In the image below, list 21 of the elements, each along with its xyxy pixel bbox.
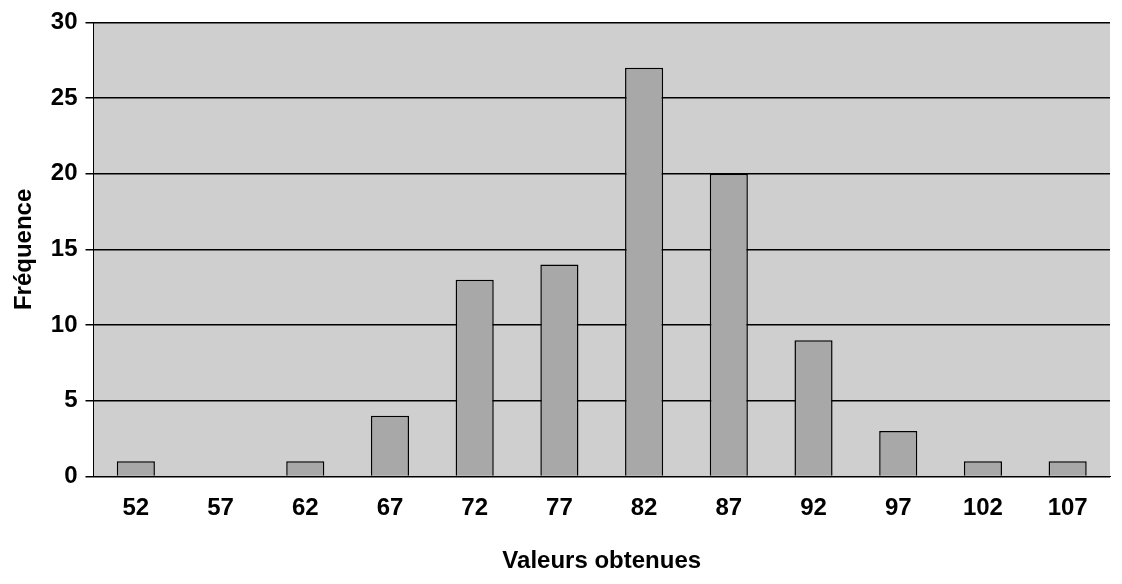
x-tick-label: 102 xyxy=(962,493,1003,521)
x-tick-label: 107 xyxy=(1047,493,1088,521)
x-tick-label: 72 xyxy=(461,493,489,521)
x-tick-label: 62 xyxy=(291,493,319,521)
y-tick-label: 0 xyxy=(64,461,78,489)
y-tick-label: 10 xyxy=(50,309,78,337)
x-tick-label: 77 xyxy=(546,493,573,521)
x-tick-label: 82 xyxy=(630,493,658,521)
y-tick-label: 25 xyxy=(50,82,78,110)
y-tick-label: 15 xyxy=(50,234,78,262)
y-tick-label: 5 xyxy=(64,385,78,413)
y-tick-label: 30 xyxy=(50,7,78,35)
x-tick-label: 52 xyxy=(122,493,150,521)
x-axis-title: Valeurs obtenues xyxy=(502,546,702,574)
y-axis-title: Fréquence xyxy=(9,188,37,311)
x-tick-label: 87 xyxy=(715,493,743,521)
x-tick-label: 57 xyxy=(207,493,234,521)
x-tick-label: 97 xyxy=(884,493,912,521)
y-tick-label: 20 xyxy=(50,158,78,186)
x-tick-label: 92 xyxy=(800,493,827,521)
x-tick-label: 67 xyxy=(376,493,404,521)
